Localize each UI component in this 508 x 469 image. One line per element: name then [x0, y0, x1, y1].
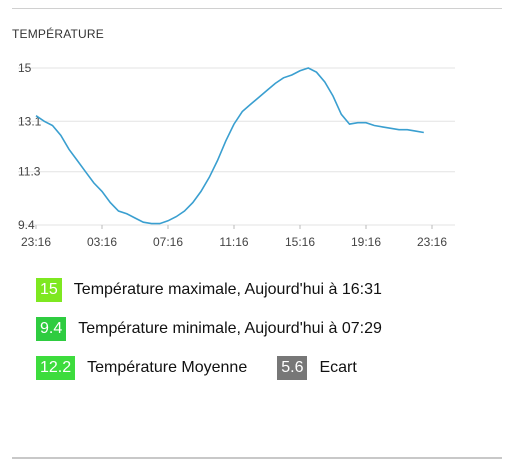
x-tick-label: 11:16: [219, 235, 248, 249]
gap-badge: 5.6: [277, 356, 307, 380]
max-label: Température maximale, Aujourd'hui à 16:3…: [74, 281, 382, 299]
average-badge: 12.2: [36, 356, 75, 380]
average-label: Température Moyenne: [87, 359, 247, 377]
x-tick-label: 19:16: [351, 235, 381, 249]
min-badge: 9.4: [36, 317, 66, 341]
x-tick-label: 03:16: [87, 235, 117, 249]
gap-label: Ecart: [319, 359, 356, 377]
stats-panel: 15 Température maximale, Aujourd'hui à 1…: [36, 278, 476, 395]
min-label: Température minimale, Aujourd'hui à 07:2…: [78, 320, 382, 338]
max-badge: 15: [36, 278, 62, 302]
x-tick-label: 23:16: [21, 235, 51, 249]
avg-gap-row: 12.2 Température Moyenne 5.6 Ecart: [36, 356, 476, 380]
temperature-series-line: [36, 68, 424, 224]
bottom-divider: [12, 457, 502, 459]
y-tick-label: 11.3: [18, 165, 41, 179]
x-tick-label: 07:16: [153, 235, 183, 249]
x-tick-label: 15:16: [285, 235, 315, 249]
max-row: 15 Température maximale, Aujourd'hui à 1…: [36, 278, 476, 302]
y-tick-label: 15: [18, 61, 32, 75]
min-row: 9.4 Température minimale, Aujourd'hui à …: [36, 317, 476, 341]
x-tick-label: 23:16: [417, 235, 447, 249]
y-tick-label: 9.4: [18, 218, 35, 232]
temperature-chart: 9.411.313.115 23:16 03:16 07:16 11:16 15:16 1…: [0, 0, 508, 270]
